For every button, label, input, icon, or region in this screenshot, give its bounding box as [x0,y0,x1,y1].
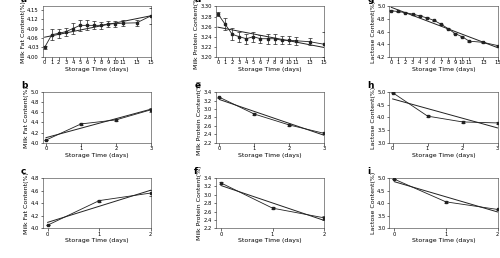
Y-axis label: Lactose Content(%): Lactose Content(%) [371,1,376,63]
X-axis label: Storage Time (days): Storage Time (days) [238,238,302,243]
Y-axis label: Milk Protein Content(%): Milk Protein Content(%) [198,80,202,155]
X-axis label: Storage Time (days): Storage Time (days) [412,238,475,243]
Y-axis label: Milk Protein Content(%): Milk Protein Content(%) [194,0,199,69]
Text: e: e [194,81,200,90]
X-axis label: Storage Time (days): Storage Time (days) [65,238,128,243]
Y-axis label: Milk Fat Content(%): Milk Fat Content(%) [24,172,29,234]
X-axis label: Storage Time (days): Storage Time (days) [412,152,475,158]
Text: g: g [368,0,374,4]
Y-axis label: Lactose Content(%): Lactose Content(%) [371,172,376,234]
Y-axis label: Milk Protein Content(%): Milk Protein Content(%) [198,166,202,240]
X-axis label: Storage Time (days): Storage Time (days) [238,152,302,158]
Y-axis label: Milk Fat Content(%): Milk Fat Content(%) [24,86,29,148]
Text: c: c [21,167,26,176]
Text: i: i [368,167,370,176]
X-axis label: Storage Time (days): Storage Time (days) [412,67,475,72]
Text: b: b [21,81,27,90]
X-axis label: Storage Time (days): Storage Time (days) [238,67,302,72]
X-axis label: Storage Time (days): Storage Time (days) [65,152,128,158]
Text: h: h [368,81,374,90]
Y-axis label: Milk Fat Content(%): Milk Fat Content(%) [20,1,26,63]
X-axis label: Storage Time (days): Storage Time (days) [65,67,128,72]
Text: f: f [194,167,198,176]
Text: a: a [21,0,27,4]
Y-axis label: Lactose Content(%): Lactose Content(%) [371,86,376,149]
Text: d: d [194,0,200,4]
